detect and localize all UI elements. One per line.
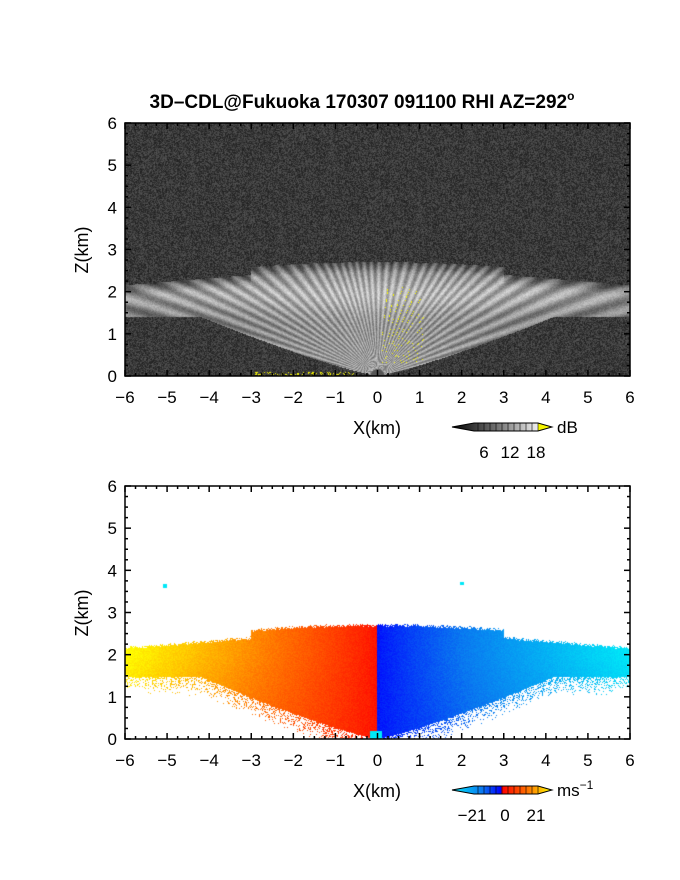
velocity-x-tick-label: 0	[373, 751, 382, 770]
velocity-x-tick-label: 2	[457, 751, 466, 770]
velocity-x-tick-label: −1	[326, 751, 345, 770]
velocity-colorbar-tick-label: −21	[458, 806, 487, 825]
velocity-y-tick-label: 0	[108, 730, 117, 749]
reflectivity-x-tick-label: −4	[199, 388, 218, 407]
reflectivity-colorbar-tick-label: 12	[501, 443, 520, 462]
reflectivity-colorbar-ticks	[477, 423, 539, 431]
velocity-y-tick-label: 1	[108, 688, 117, 707]
velocity-colorbar: ms−1 −21 0 21	[451, 778, 594, 825]
reflectivity-plot-image	[125, 123, 630, 376]
reflectivity-colorbar-unit: dB	[557, 418, 578, 437]
velocity-x-tick-label: −3	[242, 751, 261, 770]
velocity-colorbar-tick-label: 21	[527, 806, 546, 825]
reflectivity-x-tick-label: 4	[541, 388, 550, 407]
reflectivity-y-tick-label: 6	[108, 114, 117, 133]
velocity-plot-image	[125, 486, 630, 739]
title-main: 3D–CDL@Fukuoka 170307 091100 RHI AZ=292	[150, 92, 568, 113]
reflectivity-colorbar-tick-label: 18	[527, 443, 546, 462]
reflectivity-y-tick-label: 3	[108, 241, 117, 260]
reflectivity-x-tick-label: −3	[242, 388, 261, 407]
title-degree-sup: o	[567, 89, 574, 103]
velocity-y-tick-label: 2	[108, 646, 117, 665]
velocity-x-tick-label: −5	[157, 751, 176, 770]
reflectivity-y-tick-label: 0	[108, 367, 117, 386]
velocity-colorbar-unit-sup: −1	[580, 778, 594, 792]
velocity-x-tick-label: −4	[199, 751, 218, 770]
velocity-x-tick-label: −6	[115, 751, 134, 770]
reflectivity-x-tick-label: 1	[415, 388, 424, 407]
reflectivity-y-tick-label: 4	[108, 198, 117, 217]
reflectivity-y-tick-label: 5	[108, 156, 117, 175]
velocity-x-label: X(km)	[353, 781, 401, 801]
reflectivity-y-tick-label: 1	[108, 325, 117, 344]
velocity-panel: −6 −5 −4 −3 −2 −1 0 1 2 3 4 5 6 0 1 2 3 4 5 6 X(km) Z(km) m…	[72, 477, 635, 825]
velocity-x-tick-label: 1	[415, 751, 424, 770]
reflectivity-x-tick-label: −5	[157, 388, 176, 407]
reflectivity-y-label: Z(km)	[72, 227, 92, 274]
reflectivity-x-tick-label: 3	[499, 388, 508, 407]
velocity-x-tick-label: 3	[499, 751, 508, 770]
reflectivity-x-tick-label: 6	[625, 388, 634, 407]
velocity-axes: −6 −5 −4 −3 −2 −1 0 1 2 3 4 5 6 0 1 2 3 4 5 6	[108, 477, 635, 770]
velocity-colorbar-ticks	[477, 786, 539, 794]
reflectivity-x-label: X(km)	[353, 418, 401, 438]
velocity-y-label: Z(km)	[72, 590, 92, 637]
velocity-colorbar-unit: ms−1	[557, 778, 594, 800]
velocity-y-tick-label: 4	[108, 561, 117, 580]
reflectivity-axes: −6 −5 −4 −3 −2 −1 0 1 2 3 4 5 6 0 1 2 3 4 5 6	[108, 114, 635, 407]
reflectivity-colorbar-tick-label: 6	[479, 443, 488, 462]
reflectivity-x-tick-label: −6	[115, 388, 134, 407]
reflectivity-colorbar: dB 6 12 18	[451, 418, 578, 462]
velocity-x-tick-label: 4	[541, 751, 550, 770]
velocity-colorbar-tick-label: 0	[500, 806, 509, 825]
figure-title: 3D–CDL@Fukuoka 170307 091100 RHI AZ=292o	[150, 89, 575, 113]
velocity-x-tick-label: 5	[583, 751, 592, 770]
reflectivity-x-tick-label: 0	[373, 388, 382, 407]
reflectivity-x-tick-label: 5	[583, 388, 592, 407]
velocity-x-tick-label: −2	[284, 751, 303, 770]
reflectivity-x-tick-label: 2	[457, 388, 466, 407]
reflectivity-x-tick-label: −2	[284, 388, 303, 407]
velocity-y-tick-label: 3	[108, 604, 117, 623]
reflectivity-y-tick-label: 2	[108, 283, 117, 302]
velocity-y-tick-label: 5	[108, 519, 117, 538]
velocity-x-tick-label: 6	[625, 751, 634, 770]
velocity-y-tick-label: 6	[108, 477, 117, 496]
velocity-colorbar-unit-base: ms	[557, 781, 580, 800]
reflectivity-x-tick-label: −1	[326, 388, 345, 407]
